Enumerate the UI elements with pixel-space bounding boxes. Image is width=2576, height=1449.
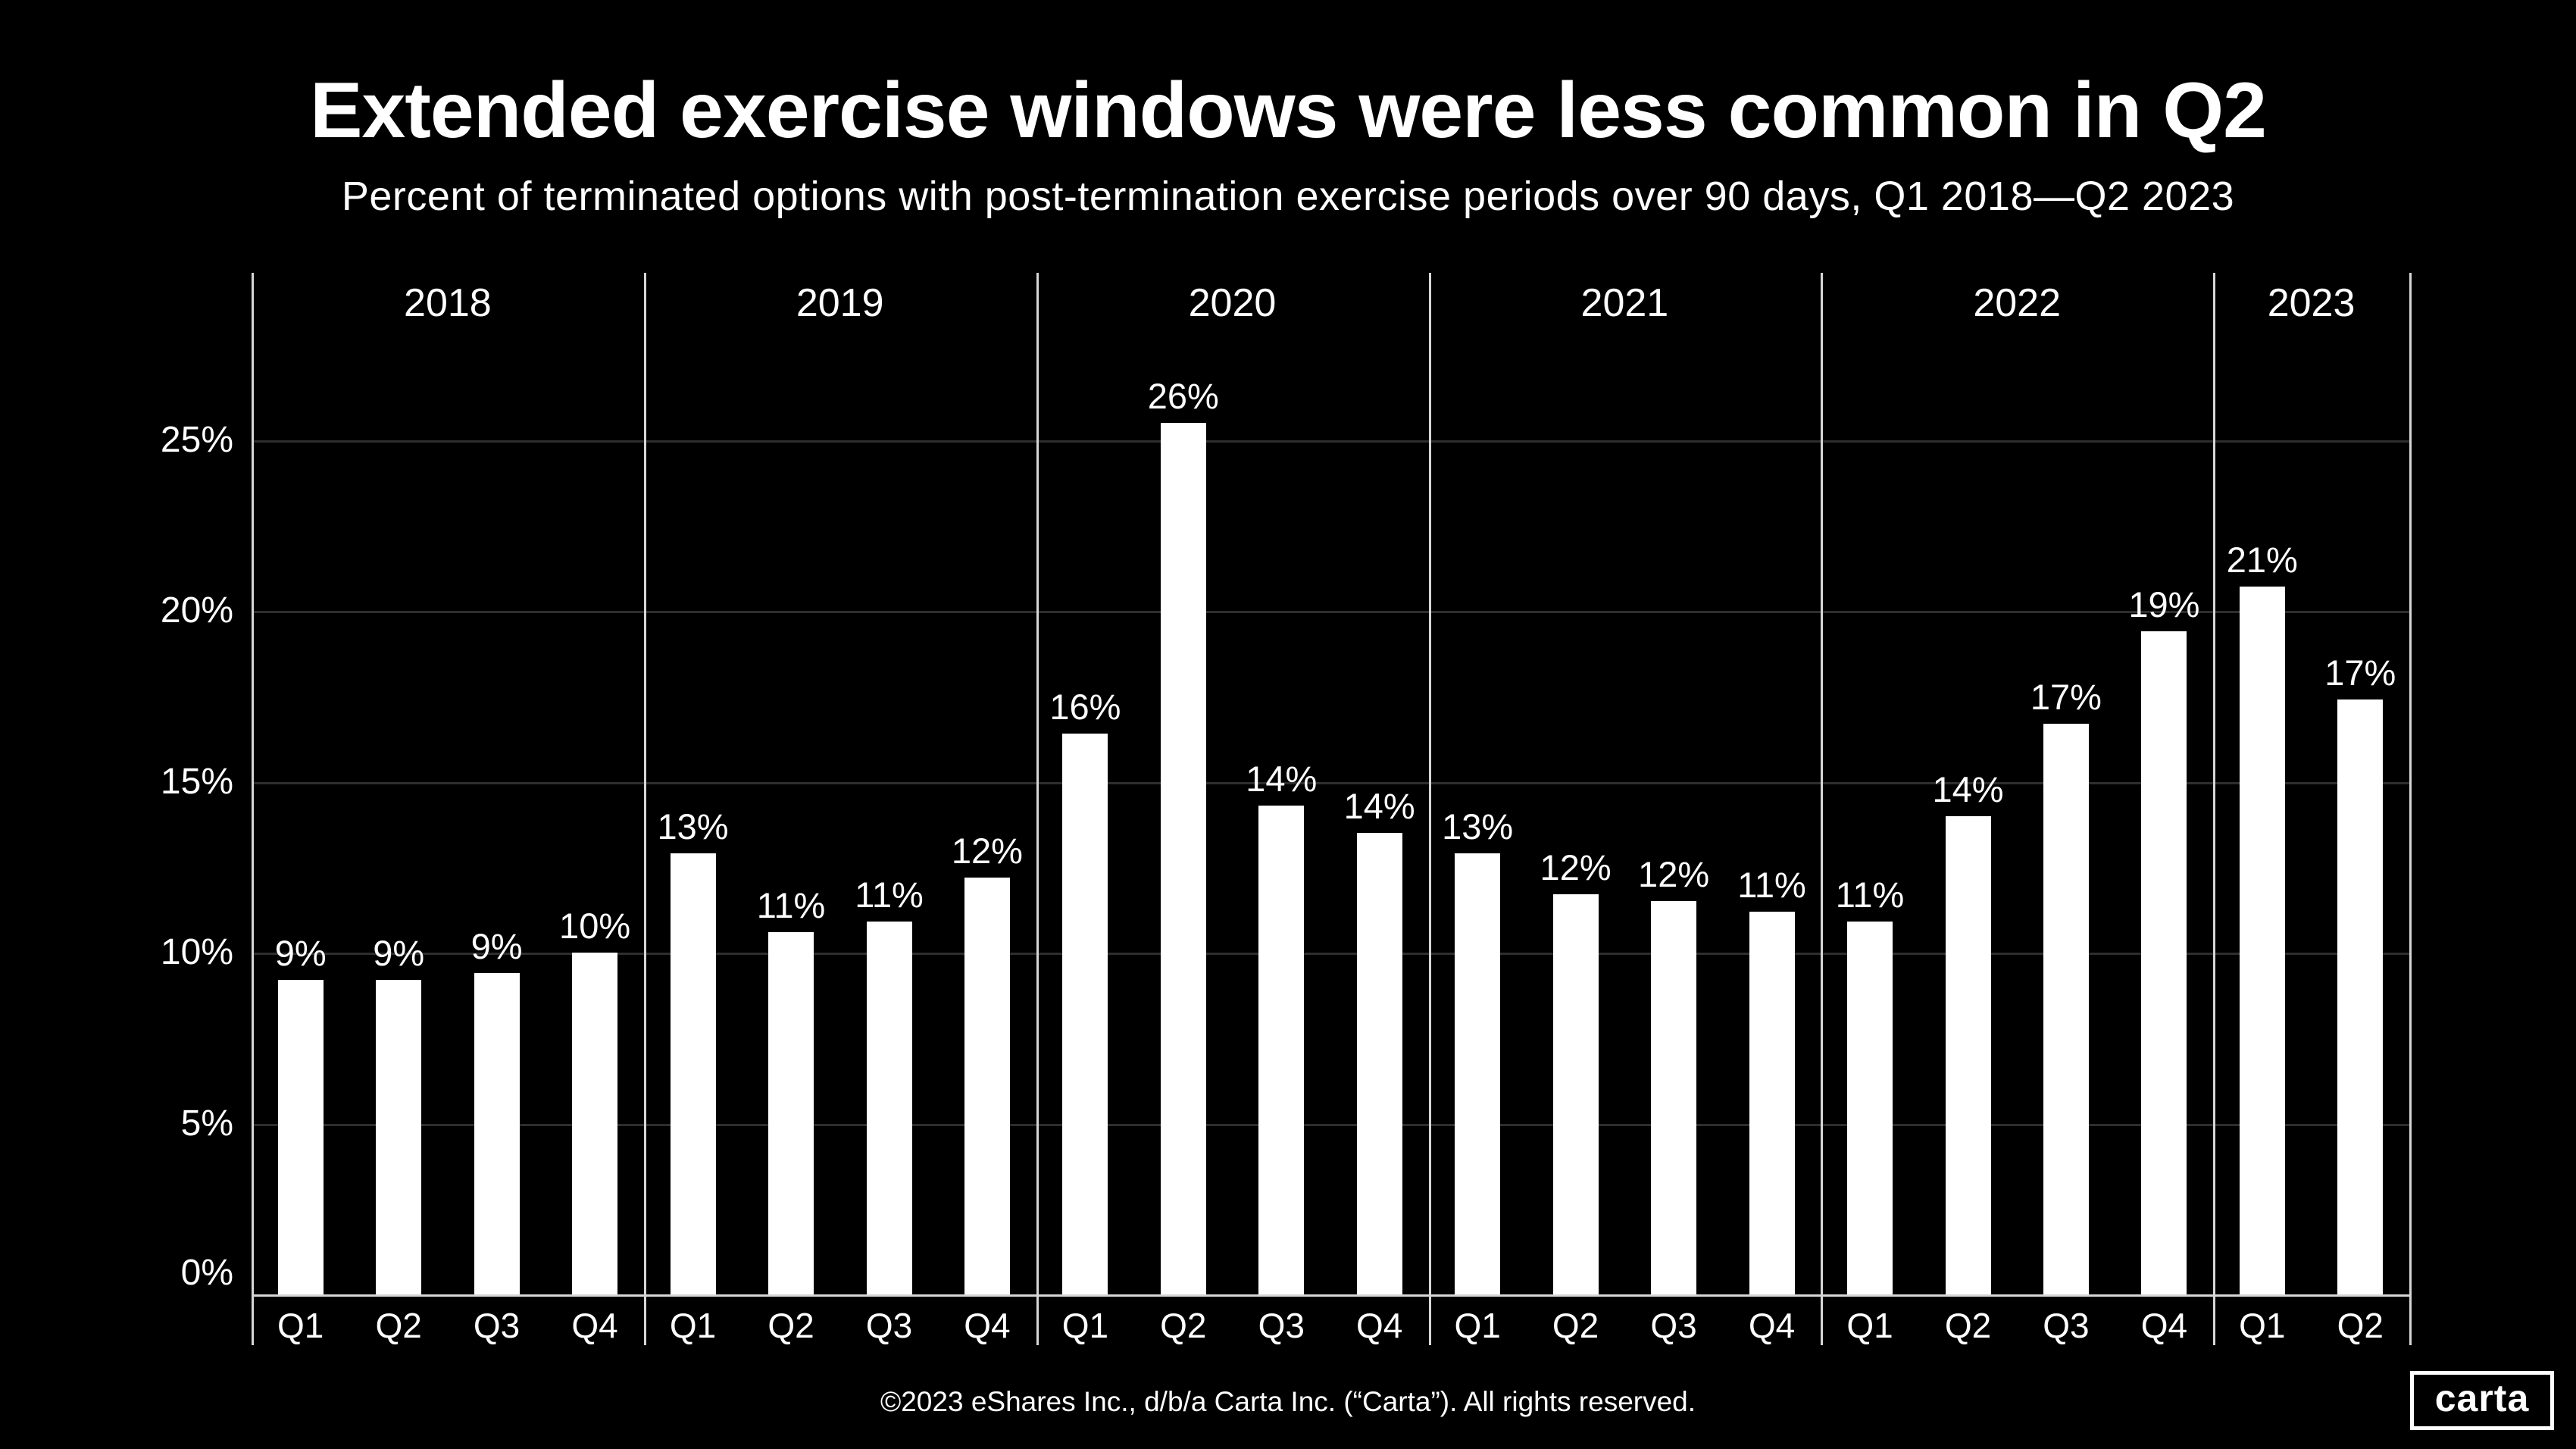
quarter-label: Q3 bbox=[1258, 1306, 1305, 1345]
quarter-label: Q2 bbox=[375, 1306, 422, 1345]
quarter-label: Q1 bbox=[1454, 1306, 1501, 1345]
bar-value-label: 21% bbox=[2226, 540, 2298, 581]
bar-value-label: 12% bbox=[1540, 847, 1612, 888]
year-label: 2018 bbox=[404, 281, 492, 325]
year-separator-line bbox=[1428, 273, 1431, 1345]
bar-2020-Q2 bbox=[1160, 423, 1206, 1294]
bar-2023-Q1 bbox=[2239, 587, 2285, 1294]
bar-value-label: 14% bbox=[1246, 759, 1318, 800]
y-gridline bbox=[252, 781, 2409, 784]
bar-2019-Q2 bbox=[768, 931, 814, 1294]
bar-value-label: 13% bbox=[1442, 806, 1514, 847]
bar-2018-Q3 bbox=[474, 973, 520, 1294]
quarter-label: Q3 bbox=[865, 1306, 913, 1345]
y-gridline bbox=[252, 611, 2409, 613]
quarter-label: Q2 bbox=[767, 1306, 814, 1345]
quarter-label: Q4 bbox=[1356, 1306, 1403, 1345]
bar-value-label: 19% bbox=[2128, 584, 2200, 625]
bar-2021-Q4 bbox=[1749, 911, 1795, 1294]
quarter-label: Q2 bbox=[2337, 1306, 2384, 1345]
bar-2023-Q2 bbox=[2337, 699, 2384, 1294]
year-separator-line bbox=[1821, 273, 1824, 1345]
bar-2020-Q1 bbox=[1062, 734, 1108, 1294]
y-tick-label: 15% bbox=[160, 761, 233, 802]
year-label: 2022 bbox=[1973, 281, 2062, 325]
quarter-label: Q4 bbox=[571, 1306, 618, 1345]
bar-value-label: 17% bbox=[2324, 653, 2396, 693]
year-label: 2019 bbox=[796, 281, 884, 325]
bar-2019-Q4 bbox=[964, 877, 1010, 1294]
quarter-label: Q4 bbox=[2140, 1306, 2188, 1345]
bar-2018-Q4 bbox=[572, 953, 618, 1294]
quarter-label: Q4 bbox=[1748, 1306, 1796, 1345]
bar-value-label: 11% bbox=[855, 875, 924, 915]
quarter-label: Q1 bbox=[277, 1306, 324, 1345]
year-separator-line bbox=[643, 273, 646, 1345]
quarter-label: Q3 bbox=[2043, 1306, 2090, 1345]
bar-2021-Q1 bbox=[1455, 853, 1501, 1294]
quarter-label: Q4 bbox=[964, 1306, 1011, 1345]
bar-2021-Q2 bbox=[1552, 894, 1599, 1294]
plot-right-edge-line bbox=[2409, 273, 2412, 1345]
bar-2019-Q1 bbox=[670, 853, 716, 1294]
year-separator-line bbox=[252, 273, 254, 1345]
bar-value-label: 16% bbox=[1049, 687, 1121, 728]
bar-value-label: 14% bbox=[1932, 768, 2004, 809]
carta-logo-text: carta bbox=[2434, 1377, 2530, 1419]
bar-value-label: 26% bbox=[1147, 376, 1219, 416]
year-separator-line bbox=[1036, 273, 1039, 1345]
quarter-label: Q3 bbox=[1650, 1306, 1697, 1345]
copyright-footer: ©2023 eShares Inc., d/b/a Carta Inc. (“C… bbox=[880, 1386, 1696, 1417]
bar-value-label: 11% bbox=[1737, 864, 1806, 905]
quarter-label: Q1 bbox=[1061, 1306, 1109, 1345]
year-label: 2021 bbox=[1580, 281, 1669, 325]
quarter-label: Q1 bbox=[669, 1306, 717, 1345]
quarter-label: Q1 bbox=[2239, 1306, 2286, 1345]
quarter-label: Q2 bbox=[1160, 1306, 1207, 1345]
bar-value-label: 11% bbox=[1835, 875, 1905, 915]
quarter-label: Q3 bbox=[473, 1306, 521, 1345]
bar-value-label: 9% bbox=[373, 933, 425, 974]
bar-value-label: 14% bbox=[1343, 786, 1415, 827]
bar-2018-Q2 bbox=[376, 980, 422, 1294]
quarter-label: Q2 bbox=[1944, 1306, 1992, 1345]
carta-logo: carta bbox=[2410, 1371, 2554, 1430]
bar-value-label: 9% bbox=[470, 926, 523, 967]
y-tick-label: 20% bbox=[160, 590, 233, 631]
y-gridline bbox=[252, 953, 2409, 955]
bar-2020-Q4 bbox=[1356, 833, 1402, 1295]
bar-value-label: 11% bbox=[756, 884, 826, 925]
quarter-label: Q1 bbox=[1846, 1306, 1893, 1345]
bar-value-label: 9% bbox=[274, 933, 327, 974]
y-tick-label: 25% bbox=[160, 419, 233, 460]
bar-value-label: 13% bbox=[657, 806, 729, 847]
year-separator-line bbox=[2213, 273, 2216, 1345]
chart-title: Extended exercise windows were less comm… bbox=[310, 67, 2267, 155]
y-tick-label: 0% bbox=[180, 1253, 233, 1293]
bar-value-label: 12% bbox=[1638, 854, 1710, 895]
bar-value-label: 12% bbox=[951, 830, 1023, 871]
bar-value-label: 10% bbox=[559, 906, 631, 946]
bar-2022-Q3 bbox=[2043, 723, 2089, 1294]
x-axis-line bbox=[252, 1294, 2412, 1297]
quarter-label: Q2 bbox=[1552, 1306, 1599, 1345]
year-label: 2023 bbox=[2267, 281, 2356, 325]
bar-2018-Q1 bbox=[277, 980, 324, 1294]
bar-2021-Q3 bbox=[1651, 901, 1697, 1294]
y-tick-label: 5% bbox=[180, 1103, 233, 1144]
year-label: 2020 bbox=[1188, 281, 1277, 325]
bar-2020-Q3 bbox=[1258, 806, 1305, 1294]
bar-2019-Q3 bbox=[866, 922, 912, 1294]
bar-2022-Q2 bbox=[1945, 815, 1991, 1294]
y-gridline bbox=[252, 1123, 2409, 1126]
bar-2022-Q4 bbox=[2141, 631, 2187, 1294]
bar-value-label: 17% bbox=[2030, 676, 2102, 717]
chart-subtitle: Percent of terminated options with post-… bbox=[341, 174, 2235, 219]
bar-2022-Q1 bbox=[1847, 922, 1893, 1294]
y-gridline bbox=[252, 440, 2409, 443]
y-tick-label: 10% bbox=[160, 932, 233, 972]
